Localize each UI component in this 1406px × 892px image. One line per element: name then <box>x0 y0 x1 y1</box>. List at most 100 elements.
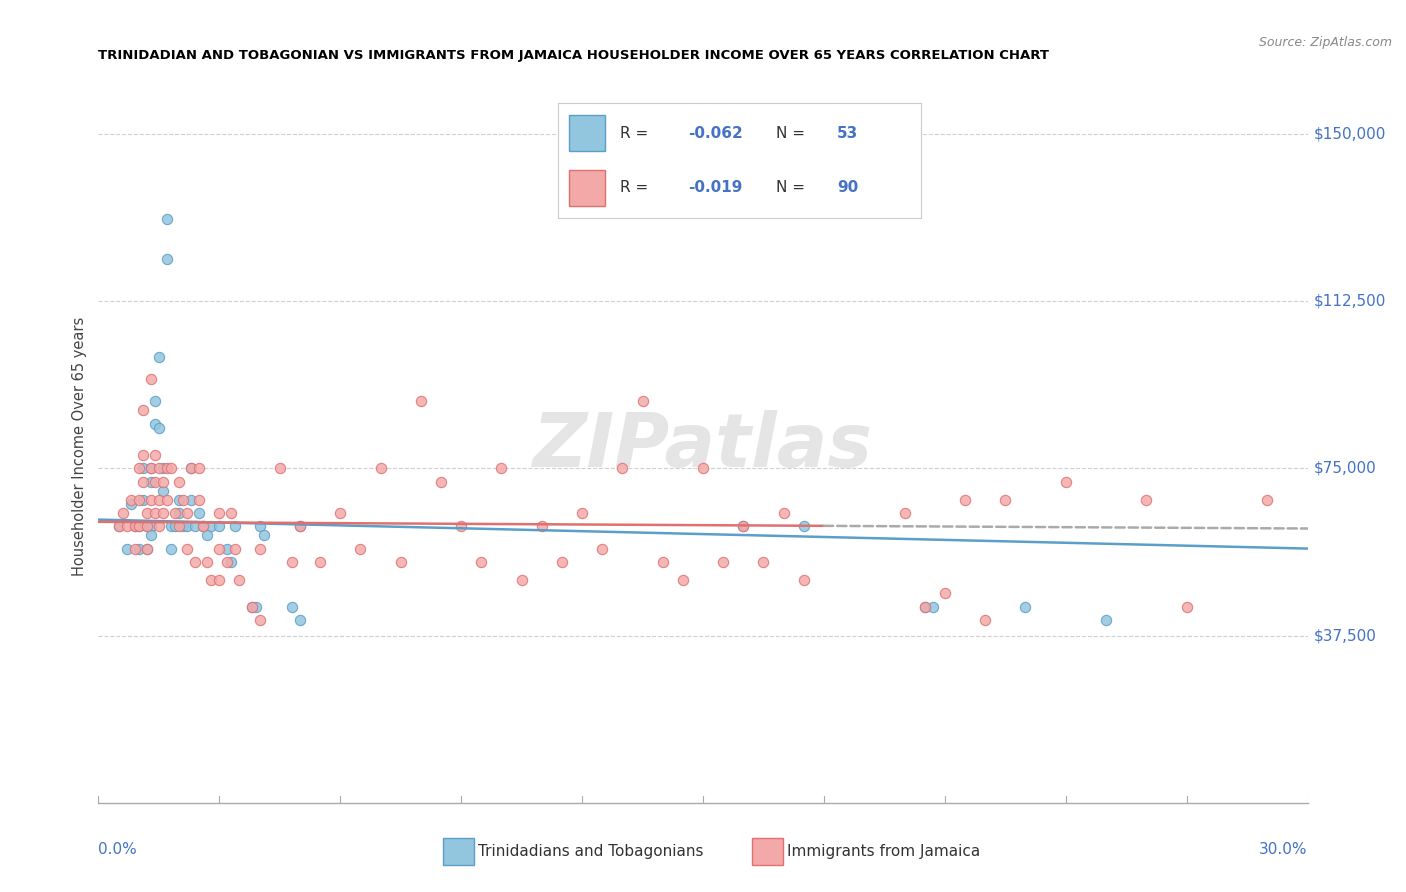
Point <box>128 519 150 533</box>
Point <box>139 461 162 475</box>
Point <box>221 506 243 520</box>
Text: $112,500: $112,500 <box>1313 293 1386 309</box>
Point <box>228 573 250 587</box>
Point <box>176 506 198 520</box>
Point <box>132 448 155 462</box>
Point <box>208 541 231 556</box>
Point <box>208 573 231 587</box>
Point <box>128 541 150 556</box>
Point <box>156 211 179 226</box>
Point <box>1095 613 1118 627</box>
Point <box>1256 492 1278 507</box>
Point <box>974 613 997 627</box>
Point <box>128 492 150 507</box>
Text: $75,000: $75,000 <box>1313 461 1376 475</box>
Point <box>167 475 190 489</box>
Point <box>143 448 166 462</box>
Point <box>591 541 613 556</box>
Point <box>195 528 218 542</box>
Point <box>530 519 553 533</box>
Point <box>180 461 202 475</box>
Point <box>152 506 174 520</box>
Point <box>470 555 492 569</box>
Text: Source: ZipAtlas.com: Source: ZipAtlas.com <box>1258 36 1392 49</box>
Point <box>167 506 190 520</box>
Point <box>200 519 222 533</box>
Text: $37,500: $37,500 <box>1313 628 1376 643</box>
Point <box>711 555 734 569</box>
Point <box>120 492 142 507</box>
Point <box>135 541 157 556</box>
Point <box>172 519 194 533</box>
Point <box>914 599 936 614</box>
Point <box>132 461 155 475</box>
Text: ZIPatlas: ZIPatlas <box>533 409 873 483</box>
Point <box>163 519 186 533</box>
Point <box>249 541 271 556</box>
Point <box>152 483 174 498</box>
Point <box>111 506 134 520</box>
Point <box>370 461 392 475</box>
Point <box>143 475 166 489</box>
Point <box>148 350 170 364</box>
Point <box>188 506 211 520</box>
Point <box>143 394 166 409</box>
Point <box>132 475 155 489</box>
Point <box>120 497 142 511</box>
Point <box>329 506 352 520</box>
Point <box>224 541 246 556</box>
Point <box>152 475 174 489</box>
Point <box>953 492 976 507</box>
Point <box>269 461 291 475</box>
Point <box>107 519 129 533</box>
Text: TRINIDADIAN AND TOBAGONIAN VS IMMIGRANTS FROM JAMAICA HOUSEHOLDER INCOME OVER 65: TRINIDADIAN AND TOBAGONIAN VS IMMIGRANTS… <box>98 49 1049 62</box>
Point <box>217 555 239 569</box>
Point <box>208 519 231 533</box>
Point <box>349 541 371 556</box>
Point <box>1014 599 1036 614</box>
Point <box>288 613 311 627</box>
Point <box>921 599 943 614</box>
Point <box>135 541 157 556</box>
Point <box>180 461 202 475</box>
Point <box>672 573 695 587</box>
Point <box>160 541 183 556</box>
Point <box>1135 492 1157 507</box>
Point <box>188 461 211 475</box>
Point <box>107 519 129 533</box>
Point <box>253 528 276 542</box>
Point <box>240 599 263 614</box>
Point <box>288 519 311 533</box>
Point <box>409 394 432 409</box>
Point <box>172 492 194 507</box>
Point <box>139 519 162 533</box>
Point <box>692 461 714 475</box>
Point <box>135 519 157 533</box>
Point <box>160 519 183 533</box>
Point <box>240 599 263 614</box>
Point <box>309 555 332 569</box>
Point <box>1054 475 1077 489</box>
Point <box>188 492 211 507</box>
Point <box>143 506 166 520</box>
Point <box>208 506 231 520</box>
Point <box>281 599 304 614</box>
Text: 0.0%: 0.0% <box>98 842 138 857</box>
Point <box>772 506 794 520</box>
Point <box>148 492 170 507</box>
Point <box>184 519 207 533</box>
Point <box>994 492 1017 507</box>
Point <box>914 599 936 614</box>
Point <box>571 506 593 520</box>
Point <box>124 541 146 556</box>
Point <box>651 555 673 569</box>
Point <box>389 555 412 569</box>
Point <box>752 555 775 569</box>
Point <box>139 372 162 386</box>
Point <box>200 573 222 587</box>
Point <box>167 519 190 533</box>
Point <box>128 461 150 475</box>
Point <box>163 506 186 520</box>
Point <box>139 475 162 489</box>
Point <box>180 492 202 507</box>
